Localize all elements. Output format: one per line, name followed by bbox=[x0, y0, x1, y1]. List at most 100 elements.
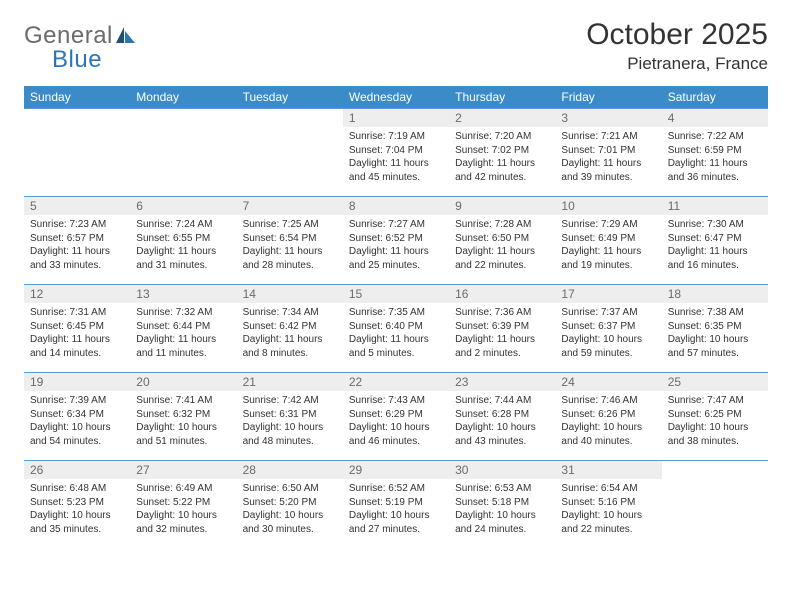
sunrise-text: Sunrise: 7:39 AM bbox=[30, 394, 124, 408]
daylight-text: Daylight: 10 hours and 48 minutes. bbox=[243, 421, 337, 448]
daylight-text: Daylight: 10 hours and 35 minutes. bbox=[30, 509, 124, 536]
sunrise-text: Sunrise: 7:31 AM bbox=[30, 306, 124, 320]
sunset-text: Sunset: 5:16 PM bbox=[561, 496, 655, 510]
sunrise-text: Sunrise: 7:43 AM bbox=[349, 394, 443, 408]
col-tue: Tuesday bbox=[237, 86, 343, 108]
sunset-text: Sunset: 6:55 PM bbox=[136, 232, 230, 246]
sunset-text: Sunset: 6:45 PM bbox=[30, 320, 124, 334]
daylight-text: Daylight: 11 hours and 33 minutes. bbox=[30, 245, 124, 272]
daylight-text: Daylight: 10 hours and 46 minutes. bbox=[349, 421, 443, 448]
week-row: 19 Sunrise: 7:39 AMSunset: 6:34 PM Dayligh… bbox=[24, 372, 768, 460]
daylight-text: Daylight: 11 hours and 11 minutes. bbox=[136, 333, 230, 360]
daylight-text: Daylight: 10 hours and 24 minutes. bbox=[455, 509, 549, 536]
day-number: 20 bbox=[130, 372, 236, 391]
sunrise-text: Sunrise: 7:35 AM bbox=[349, 306, 443, 320]
day-number: 15 bbox=[343, 284, 449, 303]
day-number: 5 bbox=[24, 196, 130, 215]
day-number: 9 bbox=[449, 196, 555, 215]
day-number: 28 bbox=[237, 460, 343, 479]
sunset-text: Sunset: 7:04 PM bbox=[349, 144, 443, 158]
day-cell: 20Sunrise: 7:41 AMSunset: 6:32 PMDayligh… bbox=[130, 372, 236, 460]
sunrise-text: Sunrise: 6:48 AM bbox=[30, 482, 124, 496]
daylight-text: Daylight: 11 hours and 36 minutes. bbox=[668, 157, 762, 184]
sunset-text: Sunset: 6:44 PM bbox=[136, 320, 230, 334]
calendar-table: Sunday Monday Tuesday Wednesday Thursday… bbox=[24, 86, 768, 548]
day-number: 25 bbox=[662, 372, 768, 391]
week-row: 26Sunrise: 6:48 AMSunset: 5:23 PMDayligh… bbox=[24, 460, 768, 548]
sunset-text: Sunset: 6:34 PM bbox=[30, 408, 124, 422]
day-cell: 9Sunrise: 7:28 AMSunset: 6:50 PMDaylight… bbox=[449, 196, 555, 284]
day-cell: 3Sunrise: 7:21 AMSunset: 7:01 PMDaylight… bbox=[555, 108, 661, 196]
logo-text-general: General bbox=[24, 24, 113, 48]
day-cell: 12 Sunrise: 7:31 AMSunset: 6:45 PMDayligh… bbox=[24, 284, 130, 372]
day-details: Sunrise: 7:38 AMSunset: 6:35 PMDaylight:… bbox=[662, 303, 768, 360]
col-fri: Friday bbox=[555, 86, 661, 108]
day-number: 14 bbox=[237, 284, 343, 303]
day-header-row: Sunday Monday Tuesday Wednesday Thursday… bbox=[24, 86, 768, 108]
day-cell: 17Sunrise: 7:37 AMSunset: 6:37 PMDayligh… bbox=[555, 284, 661, 372]
day-cell bbox=[24, 108, 130, 196]
sunset-text: Sunset: 6:40 PM bbox=[349, 320, 443, 334]
sunset-text: Sunset: 5:20 PM bbox=[243, 496, 337, 510]
day-details: Sunrise: 7:19 AMSunset: 7:04 PMDaylight:… bbox=[343, 127, 449, 184]
day-details: Sunrise: 7:41 AMSunset: 6:32 PMDaylight:… bbox=[130, 391, 236, 448]
day-details: Sunrise: 7:30 AMSunset: 6:47 PMDaylight:… bbox=[662, 215, 768, 272]
day-cell bbox=[130, 108, 236, 196]
sunset-text: Sunset: 6:39 PM bbox=[455, 320, 549, 334]
daylight-text: Daylight: 11 hours and 16 minutes. bbox=[668, 245, 762, 272]
daylight-text: Daylight: 11 hours and 42 minutes. bbox=[455, 157, 549, 184]
daylight-text: Daylight: 10 hours and 43 minutes. bbox=[455, 421, 549, 448]
sunset-text: Sunset: 6:32 PM bbox=[136, 408, 230, 422]
day-cell bbox=[662, 460, 768, 548]
sunrise-text: Sunrise: 7:36 AM bbox=[455, 306, 549, 320]
day-cell: 31Sunrise: 6:54 AMSunset: 5:16 PMDayligh… bbox=[555, 460, 661, 548]
day-details: Sunrise: 7:24 AMSunset: 6:55 PMDaylight:… bbox=[130, 215, 236, 272]
day-number: 3 bbox=[555, 108, 661, 127]
sunrise-text: Sunrise: 6:53 AM bbox=[455, 482, 549, 496]
sunset-text: Sunset: 5:22 PM bbox=[136, 496, 230, 510]
day-details: Sunrise: 7:25 AMSunset: 6:54 PMDaylight:… bbox=[237, 215, 343, 272]
day-number: 12 bbox=[24, 284, 130, 303]
week-row: 5Sunrise: 7:23 AMSunset: 6:57 PMDaylight… bbox=[24, 196, 768, 284]
day-number: 19 bbox=[24, 372, 130, 391]
daylight-text: Daylight: 11 hours and 14 minutes. bbox=[30, 333, 124, 360]
day-number bbox=[130, 108, 236, 126]
sunset-text: Sunset: 6:52 PM bbox=[349, 232, 443, 246]
day-number: 8 bbox=[343, 196, 449, 215]
sunrise-text: Sunrise: 7:42 AM bbox=[243, 394, 337, 408]
day-number: 21 bbox=[237, 372, 343, 391]
day-cell: 27Sunrise: 6:49 AMSunset: 5:22 PMDayligh… bbox=[130, 460, 236, 548]
sunrise-text: Sunrise: 7:21 AM bbox=[561, 130, 655, 144]
day-cell: 10Sunrise: 7:29 AMSunset: 6:49 PMDayligh… bbox=[555, 196, 661, 284]
daylight-text: Daylight: 10 hours and 38 minutes. bbox=[668, 421, 762, 448]
sunrise-text: Sunrise: 7:28 AM bbox=[455, 218, 549, 232]
day-number: 17 bbox=[555, 284, 661, 303]
day-cell: 13Sunrise: 7:32 AMSunset: 6:44 PMDayligh… bbox=[130, 284, 236, 372]
day-number: 22 bbox=[343, 372, 449, 391]
calendar-page: GeneralBlue October 2025 Pietranera, Fra… bbox=[0, 0, 792, 548]
day-number: 30 bbox=[449, 460, 555, 479]
day-number: 16 bbox=[449, 284, 555, 303]
day-details: Sunrise: 7:37 AMSunset: 6:37 PMDaylight:… bbox=[555, 303, 661, 360]
sunset-text: Sunset: 6:47 PM bbox=[668, 232, 762, 246]
daylight-text: Daylight: 11 hours and 19 minutes. bbox=[561, 245, 655, 272]
day-cell: 23Sunrise: 7:44 AMSunset: 6:28 PMDayligh… bbox=[449, 372, 555, 460]
daylight-text: Daylight: 10 hours and 51 minutes. bbox=[136, 421, 230, 448]
day-details: Sunrise: 6:50 AMSunset: 5:20 PMDaylight:… bbox=[237, 479, 343, 536]
day-details: Sunrise: 7:22 AMSunset: 6:59 PMDaylight:… bbox=[662, 127, 768, 184]
sunset-text: Sunset: 5:18 PM bbox=[455, 496, 549, 510]
daylight-text: Daylight: 11 hours and 28 minutes. bbox=[243, 245, 337, 272]
day-cell: 14Sunrise: 7:34 AMSunset: 6:42 PMDayligh… bbox=[237, 284, 343, 372]
day-number: 2 bbox=[449, 108, 555, 127]
day-cell: 21Sunrise: 7:42 AMSunset: 6:31 PMDayligh… bbox=[237, 372, 343, 460]
sunrise-text: Sunrise: 7:27 AM bbox=[349, 218, 443, 232]
sunset-text: Sunset: 6:49 PM bbox=[561, 232, 655, 246]
day-number: 29 bbox=[343, 460, 449, 479]
day-number: 11 bbox=[662, 196, 768, 215]
daylight-text: Daylight: 11 hours and 31 minutes. bbox=[136, 245, 230, 272]
day-number: 13 bbox=[130, 284, 236, 303]
day-details: Sunrise: 6:49 AMSunset: 5:22 PMDaylight:… bbox=[130, 479, 236, 536]
day-details: Sunrise: 7:34 AMSunset: 6:42 PMDaylight:… bbox=[237, 303, 343, 360]
day-details: Sunrise: 7:29 AMSunset: 6:49 PMDaylight:… bbox=[555, 215, 661, 272]
day-cell: 4Sunrise: 7:22 AMSunset: 6:59 PMDaylight… bbox=[662, 108, 768, 196]
